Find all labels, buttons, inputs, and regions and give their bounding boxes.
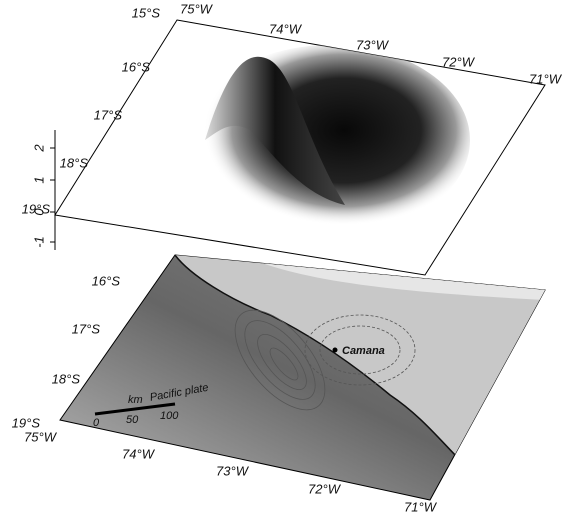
lon-label: 73°W bbox=[216, 463, 250, 478]
lat-label: 18°S bbox=[60, 155, 89, 170]
surface-shading bbox=[190, 45, 470, 235]
lat-label: 17°S bbox=[72, 321, 101, 336]
surface: 2 1 0 -1 15°S 16°S 17°S 18°S 19°S 75°W 7… bbox=[22, 1, 563, 275]
lon-label: 74°W bbox=[269, 21, 303, 36]
lon-label: 71°W bbox=[529, 71, 563, 86]
lon-label: 75°W bbox=[180, 1, 214, 16]
place-marker bbox=[333, 348, 338, 353]
lon-label: 73°W bbox=[356, 37, 390, 52]
z-label: -1 bbox=[31, 236, 46, 248]
place-label: Camana bbox=[342, 345, 385, 357]
lon-label: 75°W bbox=[24, 429, 58, 444]
scale-tick: 100 bbox=[160, 410, 179, 422]
lat-label: 15°S bbox=[132, 5, 161, 20]
z-label: 1 bbox=[31, 176, 46, 183]
scale-unit: km bbox=[128, 394, 143, 406]
lon-label: 74°W bbox=[122, 446, 156, 461]
lon-label: 72°W bbox=[308, 481, 342, 496]
lon-label: 72°W bbox=[442, 54, 476, 69]
lat-label: 16°S bbox=[92, 273, 121, 288]
z-axis: 2 1 0 -1 bbox=[31, 130, 55, 250]
lon-label: 71°W bbox=[404, 499, 438, 514]
map: Camana Pacific plate km 0 50 100 16°S 17… bbox=[12, 255, 545, 514]
lat-label: 18°S bbox=[52, 371, 81, 386]
scale-tick: 0 bbox=[93, 417, 100, 429]
lat-label: 19°S bbox=[12, 415, 41, 430]
z-label: 2 bbox=[31, 144, 46, 153]
lat-label: 16°S bbox=[122, 59, 151, 74]
lat-label: 19°S bbox=[22, 201, 51, 216]
scale-tick: 50 bbox=[126, 414, 139, 426]
lat-label: 17°S bbox=[94, 107, 123, 122]
figure: Camana Pacific plate km 0 50 100 16°S 17… bbox=[0, 0, 573, 519]
